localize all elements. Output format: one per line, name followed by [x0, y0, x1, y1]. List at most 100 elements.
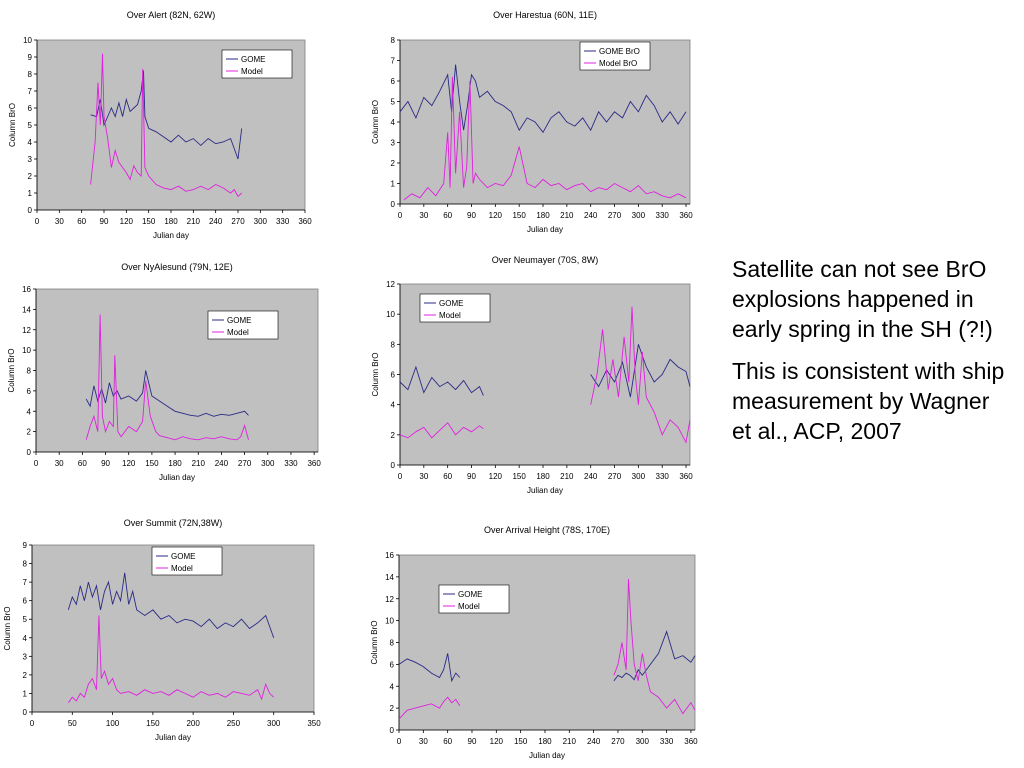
y-tick-label: 6: [27, 387, 32, 396]
x-tick-label: 120: [122, 459, 136, 468]
x-tick-label: 210: [560, 211, 574, 220]
series-line-model: [67, 615, 275, 703]
legend: GOME Model: [207, 310, 279, 340]
y-tick-label: 5: [391, 98, 396, 107]
x-tick-label: 90: [101, 459, 110, 468]
chart-title: Over Alert (82N, 62W): [127, 10, 216, 20]
y-tick-label: 1: [23, 689, 28, 698]
legend-box: [579, 41, 651, 71]
y-tick-label: 6: [391, 77, 396, 86]
x-tick-label: 360: [679, 211, 693, 220]
series-line-model: [398, 579, 696, 720]
x-tick-label: 120: [489, 211, 503, 220]
x-tick-label: 240: [584, 472, 598, 481]
y-tick-label: 0: [23, 708, 28, 717]
x-tick-label: 360: [307, 459, 321, 468]
legend-label: GOME: [227, 316, 251, 325]
legend-label: Model: [241, 67, 263, 76]
chart-title: Over Harestua (60N, 11E): [493, 10, 597, 20]
y-tick-label: 7: [391, 57, 396, 66]
legend: GOME Model: [438, 584, 510, 614]
x-tick-label: 150: [512, 211, 526, 220]
x-tick-label: 350: [307, 719, 321, 728]
legend-label: Model: [458, 602, 480, 611]
side-note-paragraph-1: Satellite can not see BrO explosions hap…: [732, 256, 993, 342]
y-tick-label: 10: [22, 346, 31, 355]
x-tick-label: 210: [187, 217, 201, 226]
y-tick-label: 14: [385, 573, 394, 582]
legend: GOME Model: [221, 49, 293, 79]
chart-nyalesund: Over NyAlesund (79N, 12E) 0 2 4 6 8 10 12 14 16 0 3…: [7, 262, 321, 482]
y-axis-label: Column BrO: [8, 103, 17, 147]
x-tick-label: 150: [512, 472, 526, 481]
x-tick-label: 330: [284, 459, 298, 468]
side-note: Satellite can not see BrO explosions hap…: [732, 254, 1012, 458]
y-tick-label: 3: [28, 155, 33, 164]
legend-label: GOME: [241, 55, 265, 64]
x-tick-label: 210: [560, 472, 574, 481]
x-tick-label: 180: [536, 211, 550, 220]
y-axis-label: Column BrO: [371, 100, 380, 144]
x-tick-label: 90: [467, 211, 476, 220]
x-tick-label: 300: [632, 472, 646, 481]
x-tick-label: 100: [106, 719, 120, 728]
y-tick-label: 5: [28, 121, 33, 130]
x-tick-label: 120: [490, 737, 504, 746]
x-tick-label: 90: [100, 217, 109, 226]
y-tick-label: 3: [391, 139, 396, 148]
y-tick-label: 4: [391, 401, 396, 410]
x-tick-label: 60: [443, 737, 452, 746]
series-line-gome-bro: [399, 64, 687, 134]
x-tick-label: 150: [514, 737, 528, 746]
x-tick-label: 330: [656, 472, 670, 481]
x-tick-label: 240: [209, 217, 223, 226]
x-axis-label: Julian day: [159, 473, 195, 482]
legend-label: GOME: [439, 299, 463, 308]
x-tick-label: 150: [145, 459, 159, 468]
x-tick-label: 300: [632, 211, 646, 220]
legend-box: [438, 584, 510, 614]
x-axis-label: Julian day: [527, 486, 563, 495]
legend-label: GOME: [171, 552, 195, 561]
x-tick-label: 330: [276, 217, 290, 226]
x-tick-label: 180: [164, 217, 178, 226]
chart-title: Over Arrival Height (78S, 170E): [484, 525, 610, 535]
x-tick-label: 30: [55, 459, 64, 468]
chart-alert: Over Alert (82N, 62W) 0 1 2 3 4 5 6 7 8 9 10 0 30 60 90…: [8, 10, 312, 240]
y-tick-label: 0: [390, 726, 395, 735]
series-line-model-bro: [403, 76, 687, 201]
plot-area: [398, 554, 696, 731]
legend-box: [419, 293, 491, 323]
x-tick-label: 270: [608, 472, 622, 481]
x-tick-label: 240: [587, 737, 601, 746]
y-tick-label: 7: [23, 578, 28, 587]
x-tick-label: 240: [584, 211, 598, 220]
x-tick-label: 0: [35, 217, 40, 226]
y-tick-label: 12: [22, 326, 31, 335]
y-tick-label: 2: [28, 172, 33, 181]
legend-label: Model: [171, 564, 193, 573]
y-tick-label: 6: [28, 104, 33, 113]
x-tick-label: 300: [254, 217, 268, 226]
chart-title: Over Neumayer (70S, 8W): [492, 255, 599, 265]
x-axis-label: Julian day: [155, 733, 191, 742]
legend: GOME Model: [419, 293, 491, 323]
x-tick-label: 90: [468, 737, 477, 746]
y-tick-label: 10: [385, 617, 394, 626]
legend-box: [207, 310, 279, 340]
y-tick-label: 6: [391, 371, 396, 380]
x-tick-label: 120: [489, 472, 503, 481]
x-tick-label: 270: [238, 459, 252, 468]
series-line-model: [90, 53, 243, 198]
x-tick-label: 200: [186, 719, 200, 728]
x-tick-label: 360: [298, 217, 312, 226]
x-tick-label: 180: [536, 472, 550, 481]
y-tick-label: 4: [391, 118, 396, 127]
x-tick-label: 0: [398, 211, 403, 220]
y-tick-label: 8: [28, 70, 33, 79]
legend-label: GOME: [458, 590, 482, 599]
y-tick-label: 9: [28, 53, 33, 62]
y-tick-label: 8: [391, 36, 396, 45]
y-tick-label: 8: [391, 340, 396, 349]
